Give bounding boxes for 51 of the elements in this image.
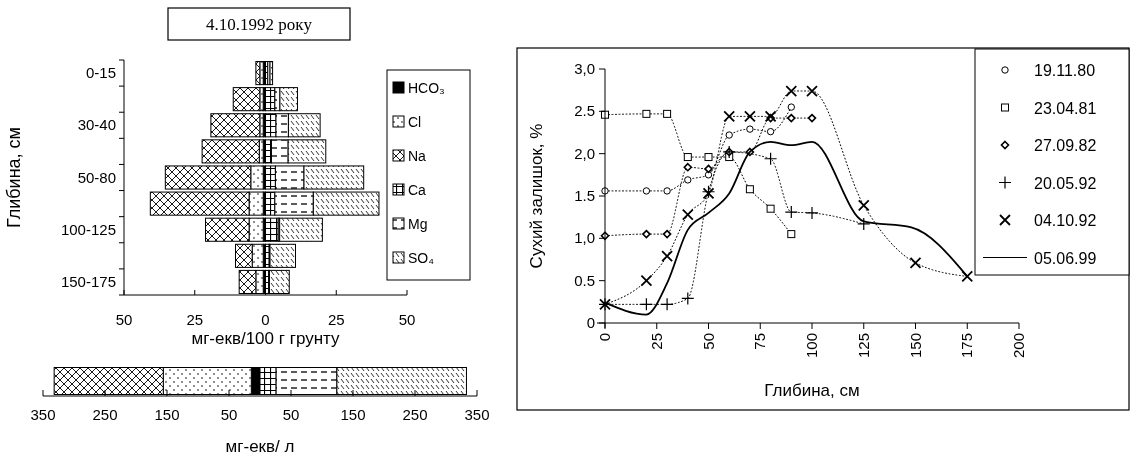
x-tick-label: 50 [282,406,300,423]
x-tick-label: 125 [854,333,872,359]
x-tick-label: 100 [803,333,820,359]
x-tick-label: 25 [647,333,665,350]
y-tick-label: 2.5 [574,102,595,120]
y-tick-label: 0.5 [574,271,595,289]
x-tick-label: 250 [92,406,118,423]
legend-label: 27.09.82 [1034,137,1097,154]
x-tick-label: 75 [751,333,769,350]
x-tick-label: 350 [464,406,490,423]
y-tick-label: 1,0 [574,229,595,247]
legend-label: 04.10.92 [1034,212,1097,229]
x-tick-label: 200 [1010,333,1027,359]
x-tick-label: 50 [220,406,238,423]
x-tick-label: 0 [261,311,270,328]
legend-label: Na [408,148,427,164]
y-tick-label: 30-40 [77,116,116,134]
legend-label: 19.11.80 [1034,62,1096,79]
y-axis-title: Сухий залишок, % [527,123,546,269]
x-tick-label: 250 [402,406,428,423]
x-tick-label: 150 [906,333,924,359]
legend-label: Ca [408,182,427,198]
legend-label: Mg [408,216,428,232]
legend-label: HCO₃ [408,80,445,96]
y-tick-label: 50-80 [77,168,116,186]
legend-label: Cl [408,114,422,130]
x-tick-label: 50 [115,311,133,328]
legend-label: 20.05.92 [1034,174,1097,192]
y-tick-label: 0-15 [85,64,116,82]
legend-label: 23.04.81 [1034,99,1097,117]
y-tick-label: 1.5 [574,187,595,204]
x-tick-label: 25 [186,311,204,328]
x-axis-title: Глибина, см [764,381,860,400]
y-axis-title: Глибина, см [4,127,24,228]
x-tick-label: 175 [958,333,976,359]
x-tick-label: 50 [699,333,717,350]
chart-title: 4.10.1992 року [206,15,313,34]
x-tick-label: 50 [398,311,416,328]
x-tick-label: 350 [30,406,56,423]
legend-label: 05.06.99 [1034,249,1097,267]
legend-label: SO₄ [408,250,435,266]
y-tick-label: 150-175 [60,272,116,290]
x-tick-label: 150 [340,406,366,423]
x-axis-title: мг-екв/100 г грунту [191,329,341,348]
y-tick-label: 2,0 [574,144,595,162]
x-tick-label: 0 [596,333,613,342]
x-axis-title: мг-екв/ л [225,437,295,456]
y-tick-label: 3,0 [574,60,595,77]
x-tick-label: 150 [154,406,180,423]
y-tick-label: 100-125 [60,220,116,238]
x-tick-label: 25 [327,311,345,328]
